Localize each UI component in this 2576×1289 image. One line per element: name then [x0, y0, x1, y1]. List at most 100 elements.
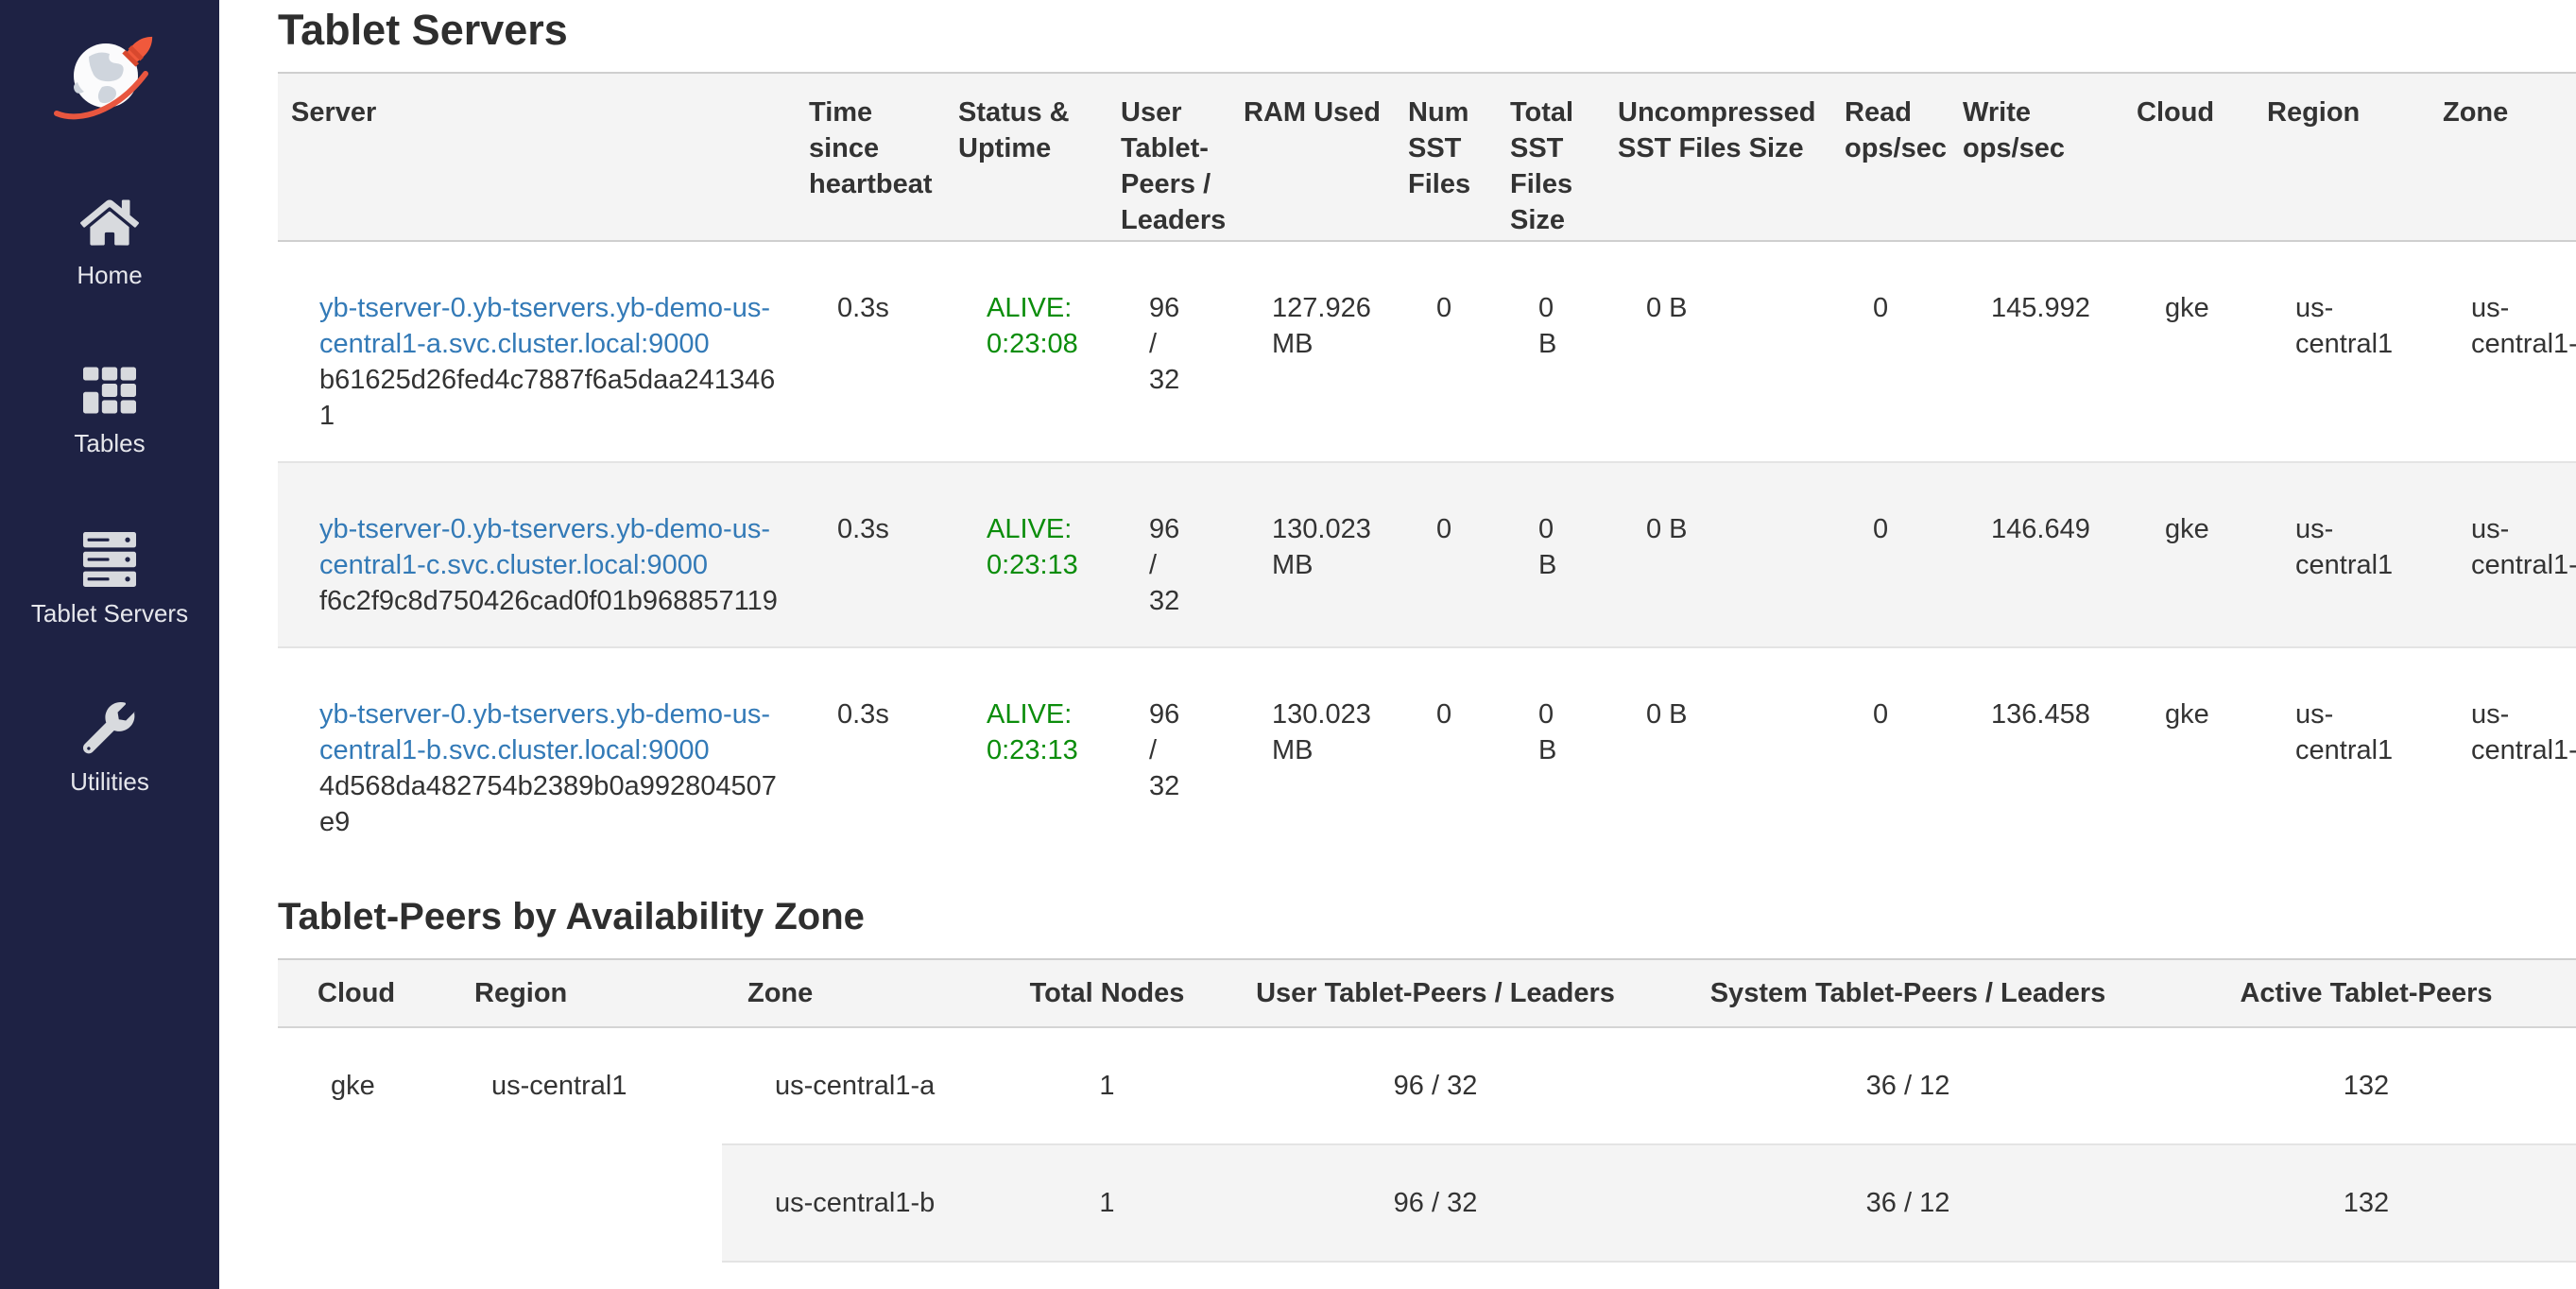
sidebar-item-tables[interactable]: Tables	[0, 364, 219, 458]
server-link[interactable]: yb-tserver-0.yb-tservers.yb-demo-us-cent…	[319, 699, 770, 765]
cell-total-nodes: 1	[1099, 1071, 1115, 1101]
table-row: us-central1-c 1 96 / 32 36 / 12 132	[278, 1261, 2576, 1289]
col-header-heartbeat: Time since heartbeat	[796, 73, 945, 242]
tablet-servers-icon	[82, 532, 137, 587]
sidebar-item-tablet-servers[interactable]: Tablet Servers	[0, 532, 219, 628]
cell-server: yb-tserver-0.yb-tservers.yb-demo-us-cent…	[278, 241, 796, 462]
server-uuid: 4d568da482754b2389b0a992804507e9	[319, 771, 777, 837]
tablet-servers-table: Server Time since heartbeat Status & Upt…	[278, 72, 2576, 868]
cell-region: us-central1	[2254, 646, 2430, 868]
col-header-region: Region	[2254, 73, 2430, 242]
col-header-status: Status & Uptime	[945, 73, 1108, 242]
col-header-user-tablet-peers: User Tablet-Peers / Leaders	[1209, 959, 1662, 1028]
cell-cloud: gke	[2123, 461, 2254, 647]
cell-read-ops: 0	[1831, 646, 1949, 868]
cell-ram: 130.023 MB	[1230, 461, 1395, 647]
cell-status: ALIVE: 0:23:13	[945, 461, 1108, 647]
cell-user-tablet-peers: 96 / 32	[1108, 461, 1230, 647]
yugabyte-logo-icon	[54, 36, 153, 120]
cell-total-sst: 0 B	[1497, 646, 1605, 868]
server-link[interactable]: yb-tserver-0.yb-tservers.yb-demo-us-cent…	[319, 293, 770, 359]
home-icon	[80, 197, 139, 249]
server-link[interactable]: yb-tserver-0.yb-tservers.yb-demo-us-cent…	[319, 514, 770, 580]
cell-write-ops: 146.649	[1949, 461, 2123, 647]
cell-user-tablet-peers: 96 / 32	[1108, 646, 1230, 868]
cell-user-tablet-peers: 96 / 32	[1393, 1071, 1478, 1101]
col-header-zone: Zone	[2430, 73, 2576, 242]
cell-zone: us-central1-b	[2430, 646, 2576, 868]
table-row: yb-tserver-0.yb-tservers.yb-demo-us-cent…	[278, 646, 2576, 868]
cell-system-tablet-peers: 36 / 12	[1662, 1143, 2154, 1262]
col-header-cloud: Cloud	[2123, 73, 2254, 242]
cell-uncompressed-sst: 0 B	[1605, 646, 1831, 868]
col-header-num-sst: Num SST Files	[1395, 73, 1497, 242]
cell-total-nodes: 1	[1005, 1261, 1209, 1289]
cell-user-tablet-peers: 96 / 32	[1209, 1143, 1662, 1262]
sidebar: Home Tables	[0, 0, 219, 1289]
utilities-icon	[83, 702, 136, 755]
cell-zone: us-central1-c	[2430, 461, 2576, 647]
cell-active-tablet-peers: 132	[2154, 1143, 2576, 1262]
table-row: yb-tserver-0.yb-tservers.yb-demo-us-cent…	[278, 241, 2576, 462]
sidebar-item-label: Utilities	[70, 767, 149, 796]
col-header-active-tablet-peers: Active Tablet-Peers	[2154, 959, 2576, 1028]
cell-region: us-central1	[2254, 461, 2430, 647]
col-header-ram: RAM Used	[1230, 73, 1395, 242]
table-row: yb-tserver-0.yb-tservers.yb-demo-us-cent…	[278, 461, 2576, 647]
table-header-row: Server Time since heartbeat Status & Upt…	[278, 73, 2576, 242]
col-header-total-sst: Total SST Files Size	[1497, 73, 1605, 242]
cell-read-ops: 0	[1831, 461, 1949, 647]
cell-uncompressed-sst: 0 B	[1646, 293, 1688, 323]
col-header-write-ops: Write ops/sec	[1949, 73, 2123, 242]
cell-status: ALIVE: 0:23:08	[987, 293, 1078, 359]
sidebar-item-home[interactable]: Home	[0, 197, 219, 290]
az-section-title: Tablet-Peers by Availability Zone	[278, 896, 865, 937]
col-header-server: Server	[278, 73, 796, 242]
cell-cloud: gke	[2123, 646, 2254, 868]
cell-write-ops: 136.458	[1949, 646, 2123, 868]
col-header-region: Region	[438, 959, 722, 1028]
cell-zone: us-central1-b	[722, 1143, 1005, 1262]
cell-heartbeat: 0.3s	[796, 461, 945, 647]
col-header-uncompressed-sst: Uncompressed SST Files Size	[1605, 73, 1831, 242]
cell-num-sst: 0	[1395, 646, 1497, 868]
col-header-read-ops: Read ops/sec	[1831, 73, 1949, 242]
col-header-system-tablet-peers: System Tablet-Peers / Leaders	[1662, 959, 2154, 1028]
cell-user-tablet-peers: 96 / 32	[1209, 1261, 1662, 1289]
cell-uncompressed-sst: 0 B	[1605, 461, 1831, 647]
table-header-row: Cloud Region Zone Total Nodes User Table…	[278, 959, 2576, 1028]
col-header-total-nodes: Total Nodes	[1005, 959, 1209, 1028]
sidebar-item-label: Tables	[74, 429, 146, 457]
server-uuid: f6c2f9c8d750426cad0f01b968857119	[319, 586, 778, 616]
col-header-cloud: Cloud	[278, 959, 438, 1028]
cell-zone: us-central1-c	[722, 1261, 1005, 1289]
cell-ram: 130.023 MB	[1230, 646, 1395, 868]
table-row: us-central1-b 1 96 / 32 36 / 12 132	[278, 1143, 2576, 1262]
yugabyte-logo	[47, 25, 172, 123]
cell-active-tablet-peers: 132	[2343, 1071, 2390, 1101]
cell-region: us-central1	[491, 1071, 627, 1101]
main-content: Tablet Servers Server Time since heartbe…	[219, 0, 2576, 1289]
cell-total-nodes: 1	[1005, 1143, 1209, 1262]
col-header-zone: Zone	[722, 959, 1005, 1028]
az-table: Cloud Region Zone Total Nodes User Table…	[278, 958, 2576, 1289]
sidebar-item-utilities[interactable]: Utilities	[0, 702, 219, 797]
cell-ram: 127.926 MB	[1272, 293, 1371, 359]
tables-icon	[83, 364, 136, 417]
cell-zone: us-central1-a	[2471, 293, 2576, 359]
cell-total-sst: 0 B	[1538, 293, 1557, 359]
cell-system-tablet-peers: 36 / 12	[1865, 1071, 1950, 1101]
sidebar-item-label: Home	[77, 261, 143, 289]
cell-system-tablet-peers: 36 / 12	[1662, 1261, 2154, 1289]
cell-total-sst: 0 B	[1497, 461, 1605, 647]
cell-num-sst: 0	[1436, 293, 1452, 323]
cell-read-ops: 0	[1873, 293, 1889, 323]
sidebar-item-label: Tablet Servers	[30, 599, 189, 627]
server-uuid: b61625d26fed4c7887f6a5daa2413461	[319, 365, 776, 431]
cell-server: yb-tserver-0.yb-tservers.yb-demo-us-cent…	[278, 461, 796, 647]
cell-heartbeat: 0.3s	[796, 646, 945, 868]
col-header-user-tablet-peers: User Tablet-Peers / Leaders	[1108, 73, 1230, 242]
cell-region: us-central1	[2295, 293, 2394, 359]
page-title: Tablet Servers	[278, 6, 568, 54]
cell-write-ops: 145.992	[1991, 293, 2090, 323]
